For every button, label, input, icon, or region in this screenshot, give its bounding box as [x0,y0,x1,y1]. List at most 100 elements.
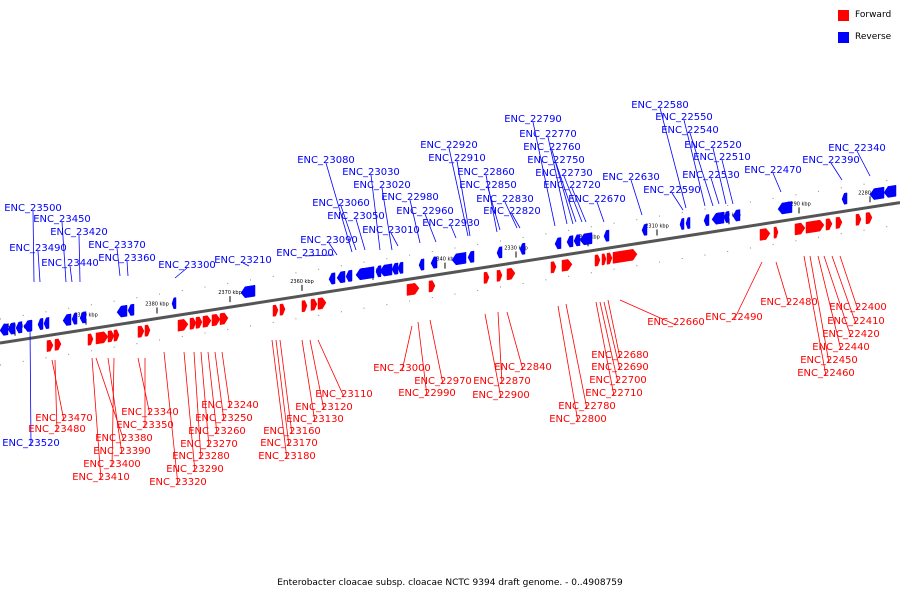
forward-gene-arrow [506,267,516,281]
gene-label: ENC_23120 [295,402,353,413]
reverse-gene-arrow [127,303,135,316]
reverse-gene-arrow [15,321,23,334]
reverse-gene-arrow [467,250,475,263]
gene-leader-line [456,160,471,237]
reverse-gene-arrow [37,317,44,330]
forward-gene-arrow [406,282,420,296]
gene-leader-line [370,174,381,251]
gene-label: ENC_23210 [214,255,272,266]
forward-gene-arrow [496,269,503,282]
gene-label: ENC_22400 [829,302,887,313]
reverse-gene-arrow [554,237,562,250]
legend-reverse: Reverse [838,31,900,53]
forward-gene-arrow [211,313,221,327]
gene-leader-line [78,234,81,283]
forward-gene-arrow [594,254,601,267]
gene-label: ENC_22900 [472,390,530,401]
gene-label: ENC_23110 [315,389,373,400]
gene-leader-line [301,339,316,423]
gene-label: ENC_22470 [744,165,802,176]
forward-gene-arrow [825,218,833,231]
gene-leader-line [271,339,288,460]
reverse-gene-arrow [777,201,793,215]
gene-label: ENC_22980 [381,192,439,203]
gene-leader-line [126,260,129,277]
gene-label: ENC_23020 [353,180,411,191]
gene-label: ENC_22870 [473,376,531,387]
reverse-gene-arrow [685,217,691,229]
forward-gene-arrow [550,261,557,274]
gene-label: ENC_23390 [93,446,151,457]
reverse-label: Reverse [855,32,892,42]
gene-leader-line [107,357,123,455]
forward-gene-arrow [805,219,825,234]
reverse-gene-arrow [336,270,346,284]
reverse-gene-arrow [355,266,375,281]
forward-track-dots [0,224,900,366]
reverse-gene-arrow [397,261,404,274]
forward-gene-arrow [219,312,229,325]
gene-leader-line [710,177,720,205]
gene-label: ENC_23350 [116,420,174,431]
forward-gene-arrow [317,297,327,310]
gene-label: ENC_23450 [33,214,91,225]
gene-leader-line [497,311,503,385]
tick-label: 2380 kbp [145,302,169,308]
gene-leader-line [448,147,469,237]
gene-leader-line [317,339,345,398]
forward-gene-arrow [177,319,189,332]
gene-leader-line [279,339,293,435]
forward-gene-arrow [279,303,286,316]
gene-leader-line [683,119,706,207]
gene-label: ENC_23480 [28,424,86,435]
forward-gene-arrow [87,333,94,346]
gene-label: ENC_22490 [705,312,763,323]
forward-gene-arrow [113,329,120,342]
gene-label: ENC_23500 [4,203,62,214]
gene-leader-line [532,121,556,227]
gene-label: ENC_22340 [828,143,886,154]
gene-label: ENC_22850 [459,180,517,191]
gene-leader-line [511,213,521,229]
gene-leader-line [328,242,338,256]
reverse-gene-arrow [171,297,177,310]
gene-label: ENC_23100 [276,248,334,259]
gene-label: ENC_22910 [428,153,486,164]
gene-label: ENC_22680 [591,350,649,361]
gene-label: ENC_22930 [422,218,480,229]
reverse-gene-arrow [23,319,33,332]
forward-gene-arrow [310,298,318,311]
gene-label: ENC_23370 [88,240,146,251]
gene-label: ENC_22700 [589,375,647,386]
reverse-gene-arrow [451,252,467,266]
reverse-gene-arrow [711,211,725,225]
forward-gene-arrow [606,252,613,265]
gene-leader-line [595,301,615,397]
reverse-gene-arrow [723,210,730,223]
forward-gene-arrow [54,338,62,351]
reverse-gene-arrow [7,322,16,335]
gene-label: ENC_23290 [166,464,224,475]
reverse-gene-arrow [703,214,710,227]
reverse-gene-arrow [573,234,581,247]
gene-label: ENC_22990 [398,388,456,399]
gene-leader-line [607,299,621,359]
gene-label: ENC_22460 [797,368,855,379]
gene-leader-line [689,132,714,207]
gene-label: ENC_22630 [602,172,660,183]
gene-leader-line [417,321,428,397]
forward-gene-arrow [561,259,573,272]
gene-leader-line [630,179,643,216]
reverse-gene-arrow [71,312,78,325]
gene-leader-line [325,162,353,253]
gene-label: ENC_22550 [655,112,713,123]
gene-leader-line [51,359,65,422]
gene-leader-line [429,319,444,385]
gene-label: ENC_23400 [83,459,141,470]
legend: Forward Reverse [838,9,900,53]
tick-label: 2310 kbp [645,224,669,230]
gene-leader-line [214,351,225,422]
reverse-gene-arrow [79,311,87,324]
gene-label: ENC_22420 [822,329,880,340]
